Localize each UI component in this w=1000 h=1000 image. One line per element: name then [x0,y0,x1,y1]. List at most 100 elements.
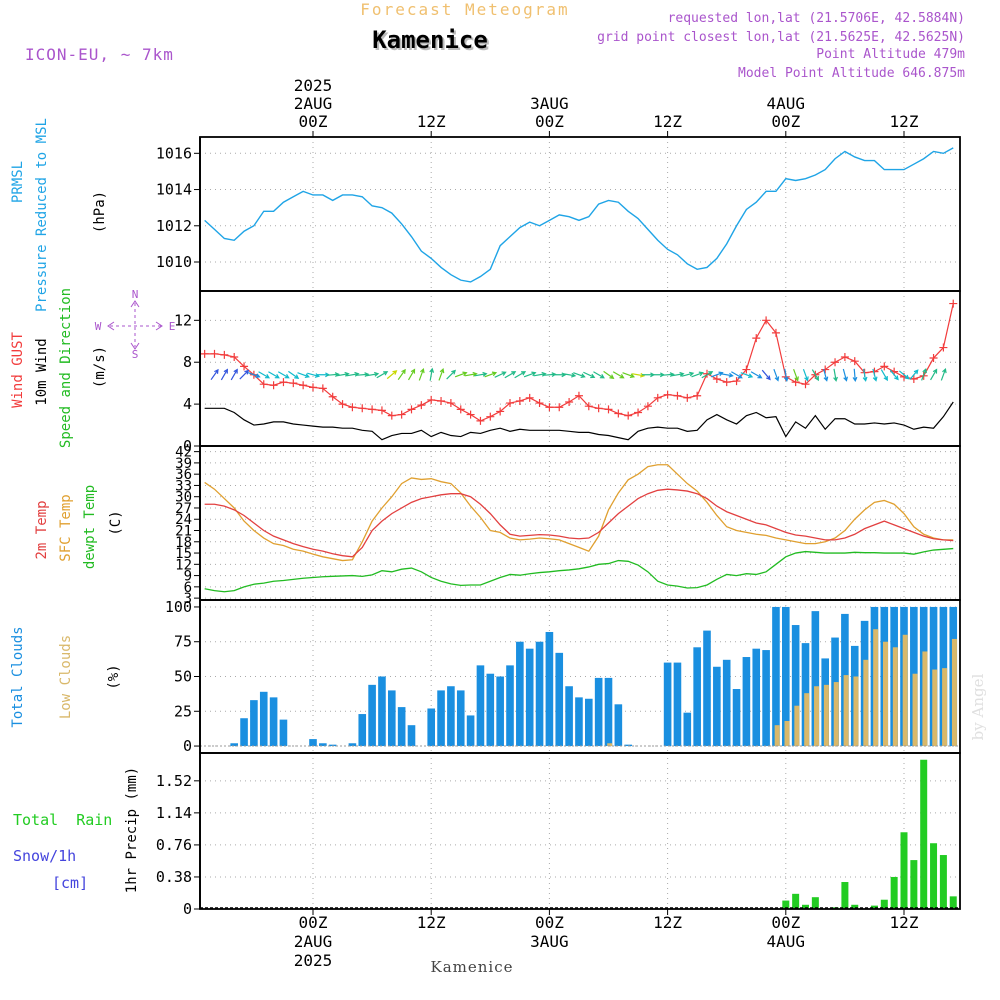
total-cloud-bar [279,719,288,747]
y-tick-label: 21 [175,524,192,540]
compass-n: N [132,288,139,301]
total-cloud-bar [516,641,524,747]
time-label-top: 00Z [299,112,328,131]
total-cloud-bar [368,684,376,747]
low-cloud-bar [951,638,957,747]
time-label-bottom: 3AUG [530,932,569,951]
wind-10m-series-line [204,401,954,441]
total-cloud-bar [545,631,554,747]
wind-gust-point [732,377,741,386]
temp-dewpt-series-line [204,547,954,593]
wind-arrow [484,371,498,378]
temp-sfc-series-line [204,464,954,562]
total-cloud-bar [722,659,731,747]
total-cloud-bar [782,606,790,747]
wind-arrow [248,372,261,379]
wind-arrow [731,371,743,379]
low-cloud-bar [774,725,780,747]
total-cloud-bar [506,665,514,747]
wind-arrow [940,367,947,381]
wind-arrow [366,371,380,377]
low-cloud-bar [912,673,918,747]
y-tick-label: 1012 [156,217,192,235]
y-tick-label: 100 [165,598,192,616]
wind-gust-point [309,383,317,392]
low-cloud-bar [853,676,859,747]
wind-gust-point [535,399,544,408]
total-cloud-bar [663,662,672,747]
wind-arrow [220,368,228,381]
wind-arrow [720,372,734,378]
y-tick-label: 27 [175,501,192,517]
rain-bar [900,832,908,909]
wind-arrow [297,372,310,379]
total-clouds-label: Total Clouds [10,626,26,727]
total-cloud-bar [309,739,317,747]
wind-gust-point [328,392,337,401]
wind-arrow [909,369,919,380]
wind-gust-point [279,378,288,387]
total-cloud-bar [230,743,238,747]
pressure-unit: (hPa) [92,191,108,233]
time-label-bottom: 00Z [535,913,564,932]
low-cloud-bar [823,684,829,747]
compass-s: S [132,348,139,361]
requested-coords: requested lon,lat (21.5706E, 42.5884N) [668,11,965,26]
wind-gust-point [210,349,219,358]
wind-arrow [277,371,290,379]
wind-gust-point [614,409,623,418]
wind-gust-point [594,404,603,413]
time-label-bottom: 00Z [299,913,328,932]
wind-gust-point [299,381,308,390]
y-tick-label: 1.14 [156,804,192,822]
total-cloud-bar [427,708,435,747]
wind-arrow [407,368,416,381]
wind-arrow [563,372,577,378]
total-cloud-bar [388,690,396,747]
wind-arrow [268,371,280,379]
low-cloud-bar [607,743,613,747]
wind-gust-point [850,357,859,366]
temp-unit: (C) [108,510,124,535]
y-tick-label: 0.38 [156,868,192,886]
y-tick-label: 75 [174,633,192,651]
temp-dewpt-label: dewpt Temp [82,485,98,569]
wind-arrow [802,368,809,382]
pressure-label-prmsl: PRMSL [10,161,26,203]
temp-sfc-label: SFC Temp [58,494,74,561]
wind-gust-point [387,411,396,420]
y-tick-label: 3 [184,591,192,607]
chart-title-shadow: Kamenice [374,28,490,56]
wind-gust-point [634,408,643,417]
wind-gust-point [427,395,436,404]
total-cloud-bar [348,743,357,747]
total-cloud-bar [594,677,603,747]
wind-arrow [921,367,927,381]
time-label-bottom: 12Z [653,913,682,932]
wind-gust-point [742,365,751,374]
wind-arrow [386,370,398,380]
wind-arrow [833,368,838,382]
total-cloud-bar [447,686,455,747]
wind-arrow [258,371,271,379]
total-cloud-bar [378,676,386,747]
wind-gust-point [230,352,239,361]
wind-gust-point [949,299,958,308]
wind-gust-point [771,328,780,337]
point-altitude: Point Altitude 479m [816,47,965,62]
wind-gust-point [565,398,574,407]
wind-gust-point [693,391,702,400]
wind-arrow [504,371,517,379]
time-label-bottom: 12Z [417,913,446,932]
wind-arrow [356,372,370,377]
wind-arrow [880,369,888,382]
wind-arrow [454,371,468,378]
wind-gust-point [831,358,840,367]
wind-gust-point [762,316,771,325]
compass-rose: N S W E [95,288,176,361]
wind-arrow [681,371,695,377]
total-cloud-bar [811,611,820,747]
wind-gust-point [456,405,465,414]
low-cloud-bar [804,693,810,747]
wind-arrow [632,372,646,378]
